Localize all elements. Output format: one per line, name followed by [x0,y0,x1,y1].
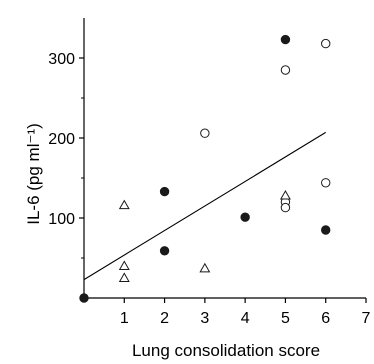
x-tick-label: 5 [281,310,290,327]
x-tick-label: 4 [241,310,250,327]
filled-circle-point [159,246,170,256]
filled-circle-point [280,34,291,45]
x-tick-label: 6 [321,310,330,327]
ticks: 1 2 3 4 5 6 7 100 200 300 [48,51,370,327]
x-tick-label: 2 [160,310,169,327]
regression-line [83,131,327,281]
open-triangle-point [118,199,130,210]
regression-line-group [83,131,327,281]
x-tick-label: 3 [200,310,209,327]
y-tick-label: 100 [48,211,75,228]
x-tick-label: 1 [120,310,129,327]
open-circle-point [321,178,331,188]
open-triangle-point [279,189,291,200]
filled-circle-point [159,186,170,197]
data-points [79,34,331,303]
open-circle-point [200,128,210,138]
axes [83,18,366,299]
open-circle-point [280,202,291,213]
open-triangle-point [118,272,130,282]
y-tick-label: 200 [48,131,75,148]
open-triangle-point [118,260,130,270]
filled-circle-point [79,293,89,303]
y-axis-title: IL-6 (pg ml⁻¹) [24,123,43,225]
filled-circle-point [321,225,331,235]
open-circle-point [321,38,331,49]
open-triangle-point [199,262,211,273]
y-tick-label: 300 [48,51,75,68]
x-tick-label: 7 [362,310,371,327]
open-circle-point [280,65,291,75]
x-axis-title: Lung consolidation score [132,341,320,360]
filled-circle-point [240,212,250,222]
